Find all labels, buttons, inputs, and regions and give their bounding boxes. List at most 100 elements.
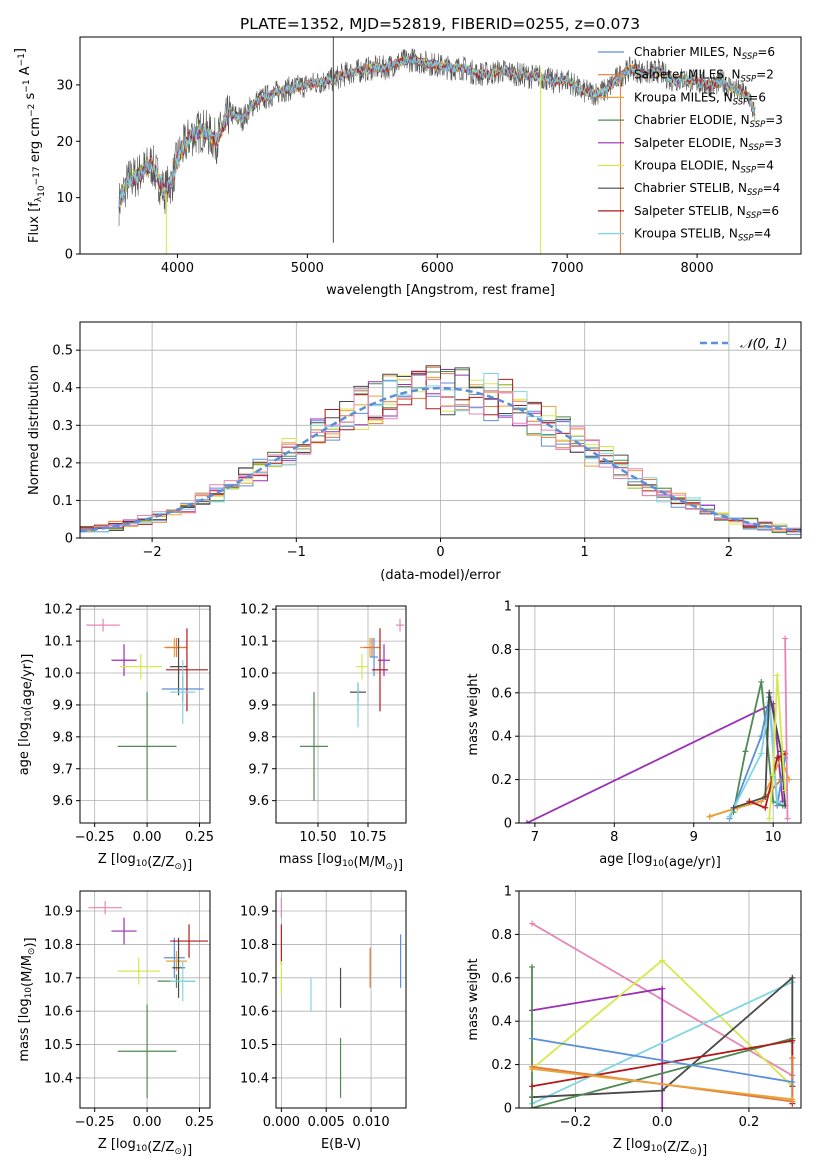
weight-line-chabrier-miles — [531, 1037, 793, 1083]
legend-label: Kroupa STELIB, NSSP=4 — [634, 227, 771, 244]
weight-marker — [774, 754, 781, 761]
y-tick-label: 10.7 — [240, 971, 269, 986]
x-tick-label: 7 — [531, 830, 539, 845]
x-tick-label: 5000 — [291, 261, 324, 276]
y-tick-label: 10.2 — [44, 603, 73, 618]
y-axis-label: Normed distribution — [27, 365, 42, 495]
y-tick-label: 10.0 — [44, 667, 73, 682]
weight-marker — [762, 804, 769, 811]
x-axis-label: Z [log10(Z/Z⊙)] — [98, 1137, 192, 1158]
weight-line-kroupa-elodie — [768, 675, 786, 819]
y-axis-label: Flux [fλ10−17 erg cm−2 s−1 A−1] — [13, 48, 47, 243]
x-tick-label: 6000 — [421, 261, 454, 276]
y-axis-label: mass weight — [466, 673, 481, 755]
weight-marker — [770, 772, 777, 779]
x-tick-label: 7000 — [551, 261, 584, 276]
y-tick-label: 10.4 — [44, 1071, 73, 1086]
plot-area-weight_vs_Z — [529, 920, 796, 1108]
x-tick-label: 0.00 — [133, 1115, 162, 1130]
x-axis-label: Z [log10(Z/Z⊙)] — [98, 852, 192, 873]
y-tick-label: 10 — [56, 191, 73, 206]
y-tick-label: 0 — [504, 817, 512, 832]
panel-age_vs_mass: 10.50 10.75 9.6 9.7 9.8 9.9 10.0 10.1 10.2 mass [… — [240, 603, 407, 873]
y-tick-label: 0.6 — [491, 686, 512, 701]
y-tick-label: 10.9 — [240, 905, 269, 920]
y-tick-label: 1 — [504, 600, 512, 615]
plot-area-weight_vs_age — [523, 635, 793, 823]
axes-frame — [79, 890, 211, 1109]
y-tick-label: 9.7 — [52, 762, 73, 777]
weight-marker — [529, 1065, 536, 1072]
y-tick-label: 30 — [56, 78, 73, 93]
x-tick-label: 8000 — [681, 261, 714, 276]
weight-marker — [529, 920, 536, 927]
axes-frame — [275, 605, 407, 824]
weight-marker — [706, 813, 713, 820]
x-tick-label: 0.000 — [263, 1115, 300, 1130]
y-tick-label: 0.5 — [52, 344, 73, 359]
plot-area-age_vs_Z — [86, 618, 208, 801]
plot-area-spectrum — [118, 37, 756, 254]
gaussian-curve — [80, 386, 801, 533]
y-tick-label: 10.7 — [44, 971, 73, 986]
legend-label: Chabrier STELIB, NSSP=4 — [634, 181, 780, 198]
y-tick-label: 9.8 — [52, 730, 73, 745]
y-tick-label: 0.4 — [491, 730, 512, 745]
legend-label: Chabrier MILES, NSSP=6 — [634, 45, 775, 62]
weight-marker — [766, 815, 773, 822]
x-tick-label: 10.50 — [299, 830, 336, 845]
panel-residuals: −2 −1 0 1 2 0 0.1 0.2 0.3 0.4 0.5 𝒩(0, 1) (data-mode… — [27, 321, 802, 583]
axes-frame — [518, 605, 802, 824]
x-tick-label: 1 — [581, 545, 589, 560]
x-tick-label: 4000 — [161, 261, 194, 276]
legend-label: Chabrier ELODIE, NSSP=3 — [634, 113, 783, 130]
x-tick-label: −1 — [287, 545, 306, 560]
weight-marker — [523, 820, 530, 823]
weight-marker — [758, 678, 765, 685]
y-tick-label: 10.5 — [44, 1038, 73, 1053]
x-axis-label: Z [log10(Z/Z⊙)] — [613, 1137, 707, 1158]
weight-marker — [784, 815, 791, 822]
x-tick-label: 2 — [725, 545, 733, 560]
weight-marker — [659, 985, 666, 992]
x-axis-label: (data-model)/error — [380, 568, 501, 583]
y-tick-label: 0.8 — [491, 928, 512, 943]
weight-marker — [789, 1078, 796, 1085]
x-tick-label: 8 — [610, 830, 618, 845]
figure-title: PLATE=1352, MJD=52819, FIBERID=0255, z=0… — [240, 15, 640, 33]
y-tick-label: 10.4 — [240, 1071, 269, 1086]
plot-area-mass_vs_Z — [88, 901, 208, 1098]
y-tick-label: 0.2 — [491, 1058, 512, 1073]
y-tick-label: 9.9 — [248, 698, 269, 713]
weight-line-salpeter-stelib — [749, 752, 786, 810]
panel-weight_vs_age: 7 8 9 10 0 0.2 0.4 0.6 0.8 1 age [log10(age/yr)] ma… — [466, 600, 802, 870]
plot-area-age_vs_mass — [300, 618, 404, 801]
weight-marker — [742, 748, 749, 755]
legend-label: Salpeter STELIB, NSSP=6 — [634, 204, 779, 221]
weight-marker — [774, 672, 781, 679]
x-tick-label: 10.75 — [349, 830, 386, 845]
x-tick-label: 9 — [690, 830, 698, 845]
y-tick-label: 0.4 — [52, 381, 73, 396]
y-tick-label: 0.8 — [491, 643, 512, 658]
weight-line-kroupa-miles — [531, 1068, 793, 1101]
weight-marker — [782, 635, 789, 642]
y-tick-label: 0 — [65, 248, 73, 263]
y-tick-label: 0.2 — [52, 456, 73, 471]
y-tick-label: 9.6 — [248, 794, 269, 809]
x-axis-label: E(B-V) — [321, 1137, 361, 1152]
panel-mass_vs_ebv: 0.000 0.005 0.010 10.4 10.5 10.6 10.7 10.8 10.9 E… — [240, 890, 407, 1152]
y-tick-label: 10.8 — [44, 938, 73, 953]
y-axis-label: mass [log10(M/M⊙)] — [17, 937, 38, 1061]
y-tick-label: 0.1 — [52, 494, 73, 509]
weight-marker — [529, 1035, 536, 1042]
y-tick-label: 0.4 — [491, 1015, 512, 1030]
legend-label: Salpeter MILES, NSSP=2 — [634, 68, 774, 85]
axes-frame — [518, 890, 802, 1109]
x-axis-label: wavelength [Angstrom, rest frame] — [326, 283, 555, 298]
legend-label: Kroupa MILES, NSSP=6 — [634, 90, 766, 107]
plot-area-mass_vs_ebv — [280, 897, 402, 1098]
x-tick-label: −0.2 — [560, 1115, 592, 1130]
weight-marker — [789, 1096, 796, 1103]
panel-spectrum: 4000 5000 6000 7000 8000 0 10 20 30 Chabrier MILE… — [13, 36, 802, 298]
